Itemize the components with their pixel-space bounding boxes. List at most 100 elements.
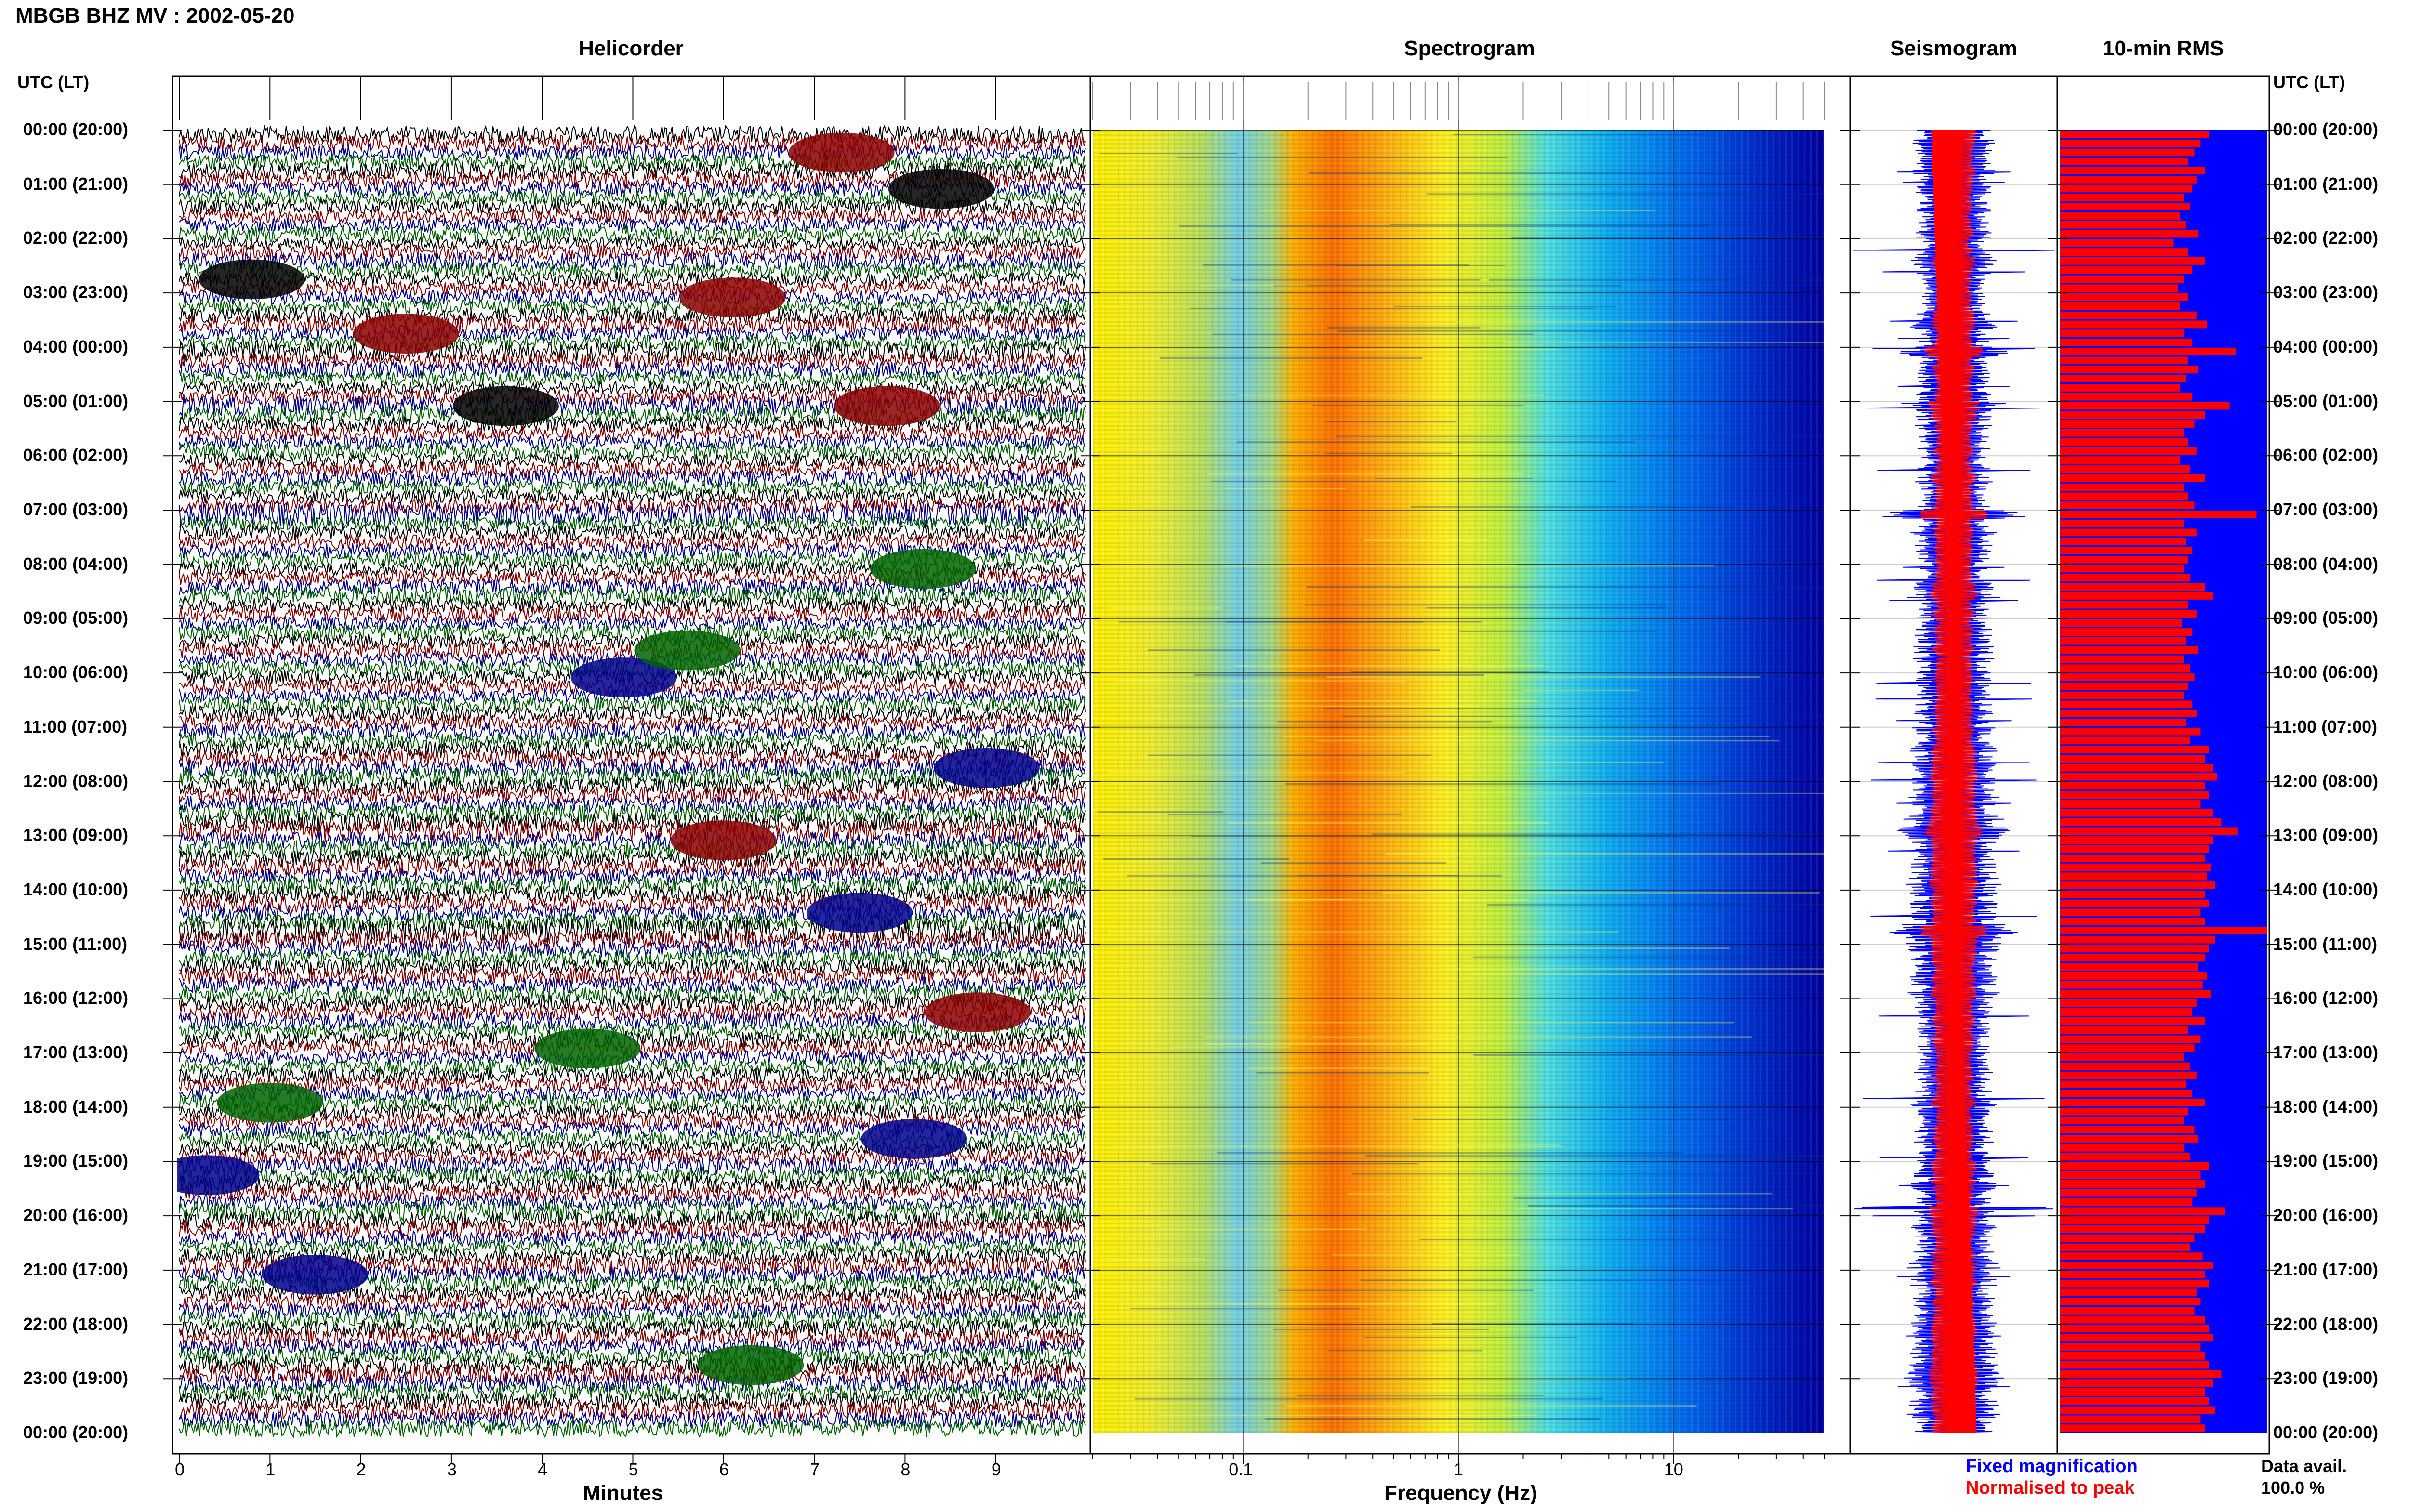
spectrogram-streak [1394,306,1616,308]
spectrogram-streak [1231,279,1481,281]
time-label-right: 06:00 (02:00) [2273,445,2379,465]
helicorder-trace [179,830,1086,851]
rms-bar [2060,1071,2197,1079]
rms-bar [2060,1406,2215,1414]
helicorder-event [353,314,459,354]
spectrogram-x-tick-label: 10 [1664,1459,1683,1479]
rms-bar [2060,1144,2184,1152]
rms-background [2060,130,2267,1433]
rms-bar [2060,1117,2184,1125]
spectrogram-streak [1285,1405,1697,1407]
rms-bar [2060,918,2205,926]
time-label-right: 17:00 (13:00) [2273,1042,2379,1063]
spectrogram-streak [1211,480,1617,482]
time-label-left: 12:00 (08:00) [23,771,129,791]
rms-bar [2060,1198,2193,1206]
spectrogram-streak [1326,676,1761,678]
spectrogram-streak [1372,833,1824,835]
rms-bar [2060,592,2213,600]
spectrogram-streak [1225,488,1346,490]
helicorder-event [870,549,977,589]
time-label-left: 08:00 (04:00) [23,553,129,574]
spectrogram-streak [1194,674,1484,676]
rms-bar [2060,583,2205,591]
rms-bar [2060,1307,2195,1315]
time-label-left: 19:00 (15:00) [23,1151,129,1171]
helicorder-event [933,748,1040,788]
rms-bar [2060,547,2193,554]
rms-bar [2060,555,2188,564]
helicorder-trace [179,957,1086,977]
time-label-right: 15:00 (11:00) [2273,933,2378,954]
rms-bar [2060,402,2230,410]
helicorder-trace [179,460,1086,479]
helicorder-trace [179,325,1086,342]
spectrogram-streak [1212,333,1534,335]
rms-bar [2060,755,2205,763]
rms-bar [2060,800,2201,808]
rms-bar [2060,1270,2205,1278]
spectrogram-streak [1515,1208,1793,1210]
spectrogram-streak [1364,1336,1578,1338]
spectrogram-streak [1179,225,1707,227]
helicorder-trace [179,1399,1086,1421]
rms-bar [2060,763,2213,772]
spectrogram-streak [1413,1119,1799,1121]
spectrogram-streak [1261,862,1446,864]
data-avail-label: Data avail. [2261,1456,2347,1476]
helicorder-event [262,1254,369,1295]
spectrogram-streak [1190,307,1595,309]
rms-bar [2060,999,2197,1007]
rms-bar [2060,311,2197,319]
spectrogram-x-tick-label: 1 [1454,1459,1464,1479]
spectrogram-streak [1153,705,1479,707]
helicorder-trace [179,1183,1086,1202]
rms-bar [2060,492,2188,500]
rms-bar [2060,1044,2195,1052]
rms-bar [2060,655,2184,663]
spectrogram-streak [1160,1414,1538,1416]
helicorder-trace [179,893,1086,914]
rms-bar [2060,1243,2190,1251]
spectrogram-streak [1365,1155,1824,1157]
rms-bar [2060,1026,2188,1034]
time-label-left: 05:00 (01:00) [23,391,129,411]
spectrogram-streak [1310,1036,1752,1038]
helicorder-trace [179,1302,1086,1320]
helicorder-x-tick-label: 5 [628,1459,638,1479]
helicorder-trace [179,802,1086,824]
spectrogram-streak [1235,665,1543,667]
seismogram-panel [1849,75,2058,1455]
rms-bar [2060,1171,2201,1179]
spectrogram-streak [1338,330,1787,332]
spectrogram-streak [1191,835,1683,837]
spectrogram-streak [1237,394,1545,396]
helicorder-trace [179,722,1086,741]
rms-bar [2060,519,2184,527]
time-label-left: 13:00 (09:00) [23,825,129,845]
helicorder-trace [179,405,1086,425]
time-label-left: 20:00 (16:00) [23,1205,129,1225]
rms-bar [2060,908,2201,917]
rms-bar [2060,1090,2193,1097]
spectrogram-streak [1527,1205,1824,1207]
spectrogram-streak [1148,649,1440,651]
time-label-right: 10:00 (06:00) [2273,662,2379,683]
rms-bar [2060,927,2267,934]
rms-bar [2060,1252,2203,1261]
helicorder-trace [179,1229,1086,1248]
helicorder-trace [179,732,1086,749]
rms-bar [2060,1162,2209,1170]
utc-label-left: UTC (LT) [17,72,90,92]
time-label-left: 21:00 (17:00) [23,1259,129,1279]
rms-bar [2060,710,2197,718]
spectrogram-streak [1468,973,1824,975]
rms-bar [2060,465,2190,473]
rms-bar [2060,673,2195,681]
helicorder-trace [179,1283,1086,1302]
rms-bar [2060,474,2205,482]
spectrogram-streak [1390,224,1775,225]
helicorder-trace [179,632,1086,650]
time-label-left: 04:00 (00:00) [23,336,129,356]
helicorder-title: Helicorder [579,37,684,60]
